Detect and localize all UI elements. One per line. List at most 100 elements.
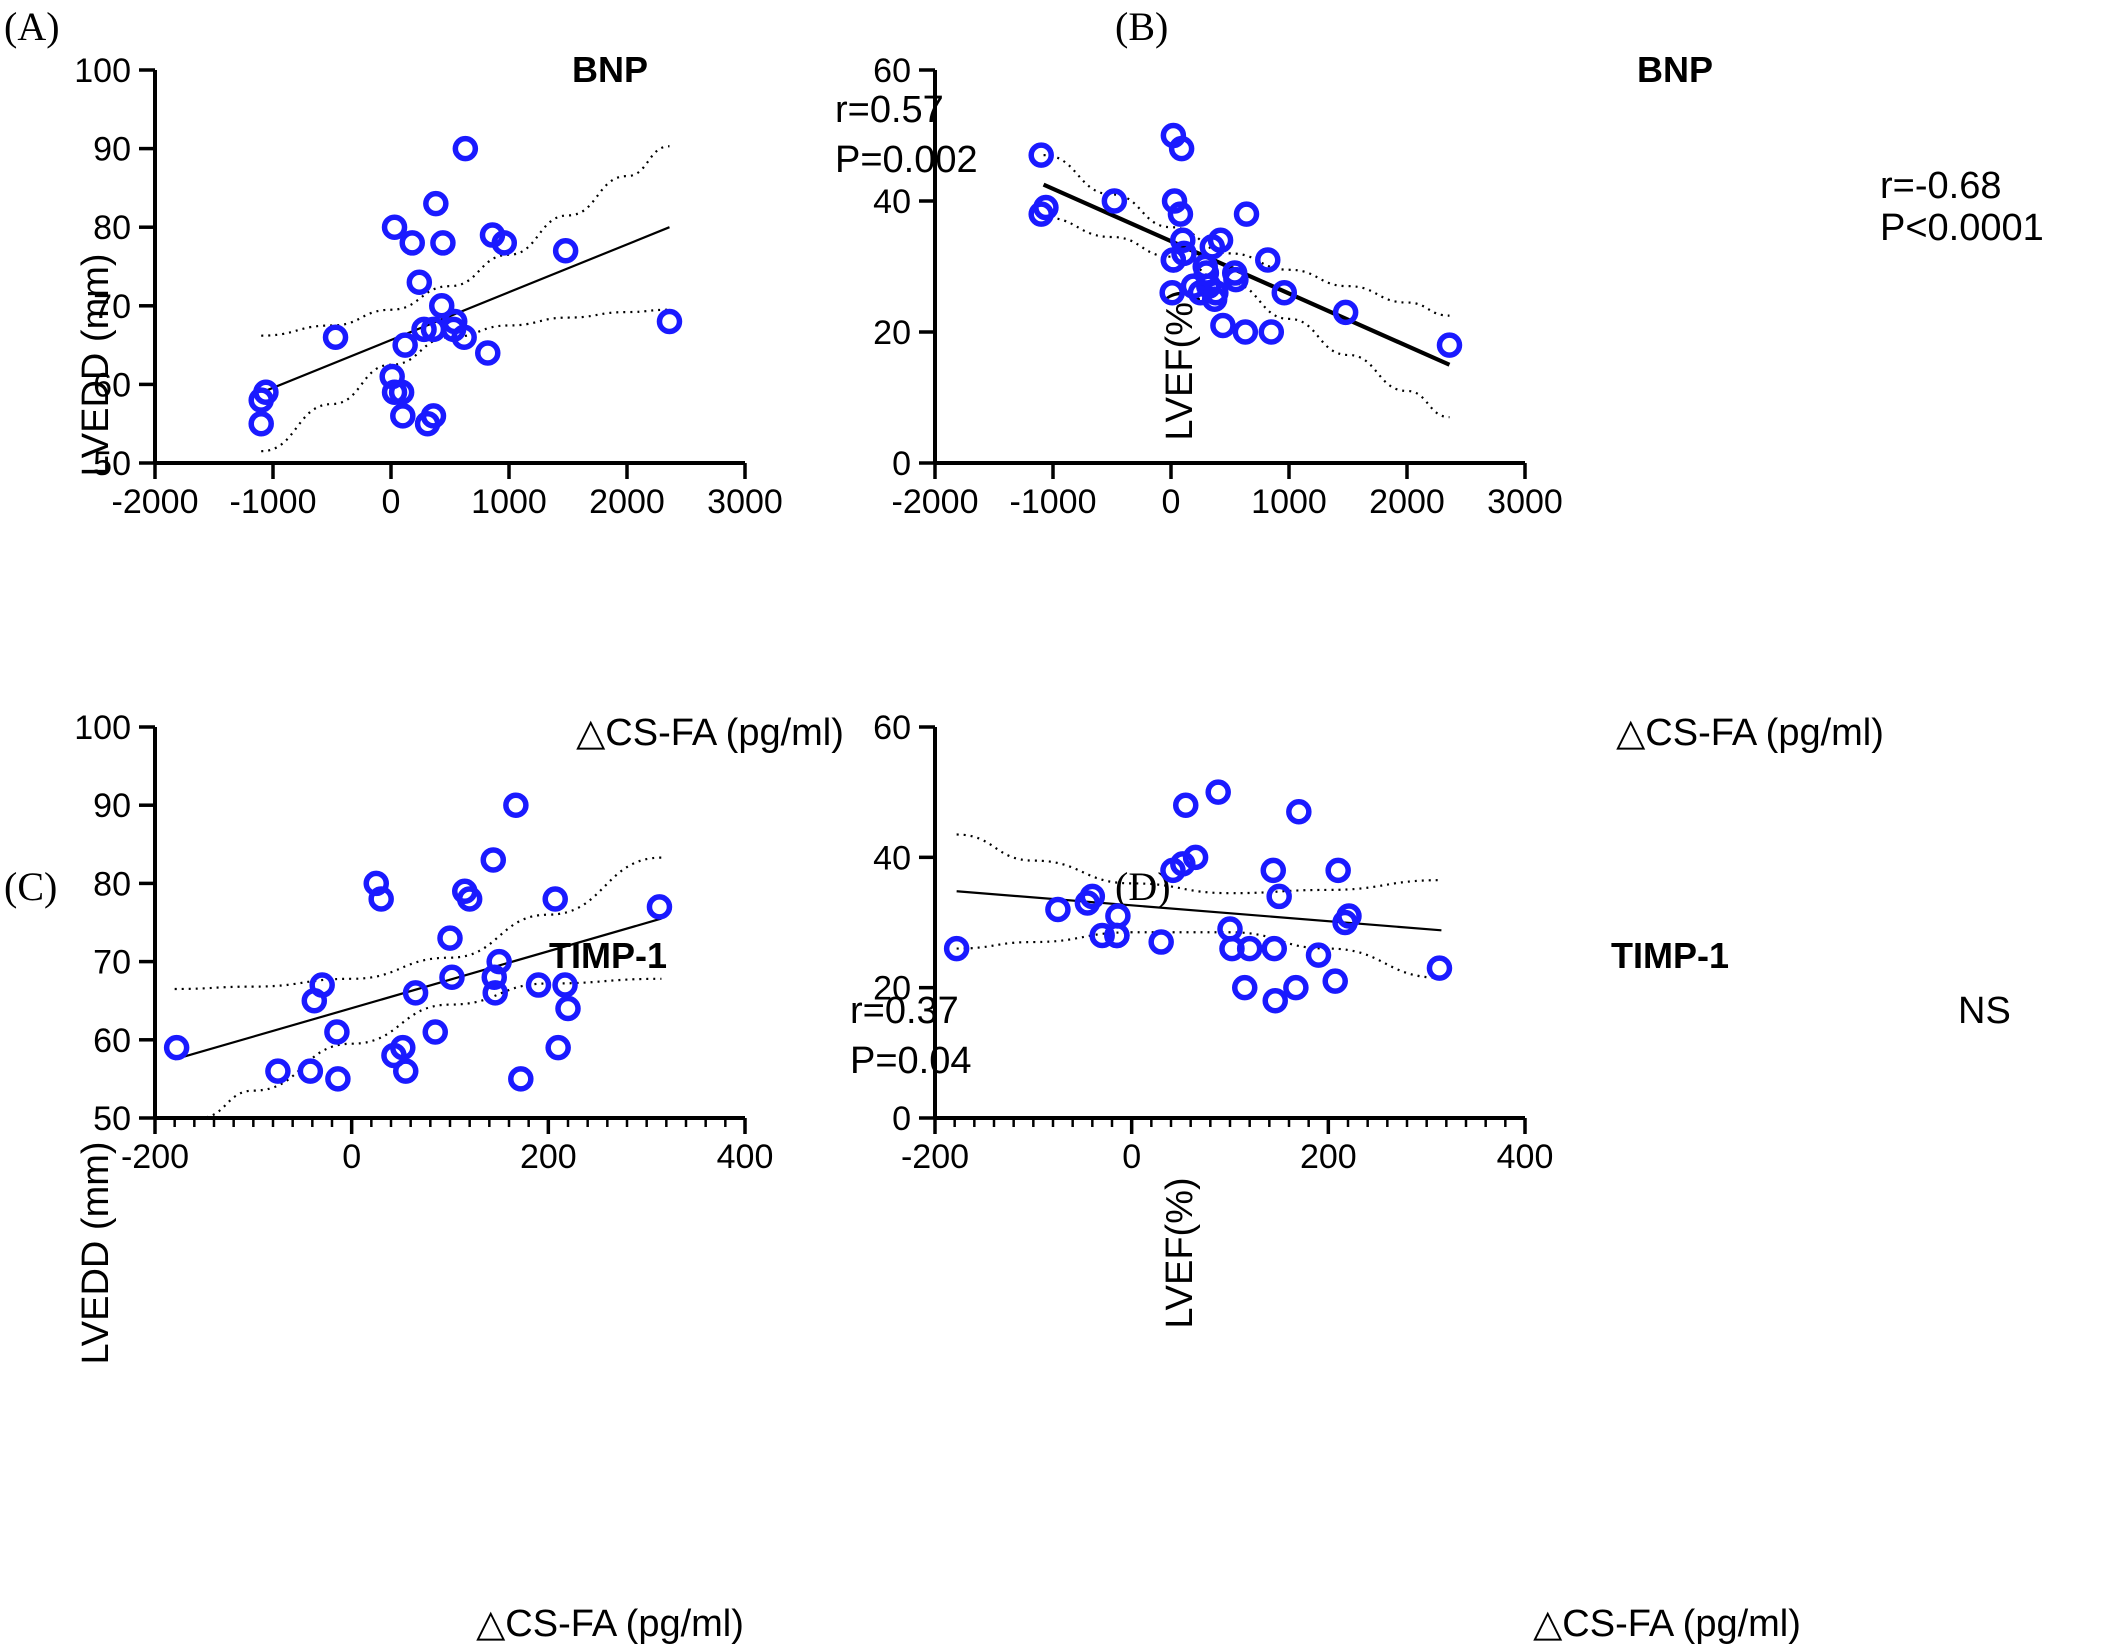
y-tick-label: 40 <box>873 839 911 877</box>
y-tick-label: 60 <box>93 1022 131 1060</box>
data-point <box>1223 266 1249 293</box>
data-point <box>309 972 335 998</box>
data-point <box>1193 260 1220 286</box>
data-point <box>1261 935 1287 962</box>
data-point <box>1205 779 1231 805</box>
data-point <box>406 269 433 295</box>
y-tick-label: 70 <box>93 944 131 982</box>
data-point <box>248 410 274 437</box>
data-point <box>943 935 970 962</box>
x-tick-label: -2000 <box>112 483 199 521</box>
data-point <box>402 980 429 1006</box>
data-point <box>1159 279 1185 306</box>
x-axis-label: △CS-FA (pg/ml) <box>1533 1603 1801 1645</box>
y-tick-label: 80 <box>93 865 131 903</box>
x-axis-label: △CS-FA (pg/ml) <box>1616 712 1884 754</box>
data-point <box>545 1034 571 1061</box>
x-tick-label: 1000 <box>1251 483 1327 521</box>
data-point <box>439 964 465 990</box>
y-tick-label: 40 <box>873 183 911 221</box>
data-point <box>393 1058 419 1084</box>
panel-letter: (B) <box>1115 4 1168 49</box>
data-point <box>1305 942 1332 968</box>
y-axis-label: LVEF(%) <box>1159 1177 1201 1328</box>
x-tick-label: 3000 <box>707 483 783 521</box>
y-tick-label: 60 <box>873 52 911 90</box>
data-point <box>1203 279 1229 306</box>
data-point <box>1232 974 1258 1001</box>
ci-lower-band <box>956 931 1442 979</box>
data-point <box>1182 844 1209 871</box>
ci-lower-band <box>199 977 662 1120</box>
x-tick-label: 400 <box>1497 1138 1554 1176</box>
chart-title: BNP <box>572 49 648 90</box>
data-point <box>1171 240 1197 267</box>
x-axis-label: △CS-FA (pg/ml) <box>576 712 844 754</box>
data-point <box>456 886 483 912</box>
ci-lower-band <box>261 308 670 453</box>
x-tick-label: 0 <box>1122 1138 1141 1176</box>
data-point <box>1028 142 1054 168</box>
y-axis-label: LVEF(%) <box>1159 289 1201 440</box>
data-point <box>265 1058 291 1084</box>
panel-d: (D) TIMP-1 NS △CS-FA (pg/ml) LVEF(%) -20… <box>873 709 2011 1645</box>
data-point <box>1104 922 1130 949</box>
data-point <box>297 1058 324 1084</box>
data-point <box>1255 247 1281 273</box>
data-point <box>322 324 349 350</box>
x-tick-label: 1000 <box>471 483 547 521</box>
x-tick-label: 200 <box>520 1138 577 1176</box>
data-point <box>420 403 447 429</box>
x-tick-label: -200 <box>901 1138 969 1176</box>
data-point <box>1271 279 1298 306</box>
y-tick-label: 60 <box>873 709 911 747</box>
data-point <box>1233 201 1260 227</box>
data-point <box>1173 792 1199 818</box>
data-point <box>646 894 673 920</box>
ci-upper-band <box>261 145 670 337</box>
data-point <box>428 293 455 319</box>
y-axis-label: LVEDD (mm) <box>75 1141 117 1364</box>
data-point <box>1033 194 1059 221</box>
data-point <box>1168 135 1195 162</box>
y-tick-label: 90 <box>93 787 131 825</box>
y-tick-label: 90 <box>93 131 131 169</box>
data-point <box>399 230 425 256</box>
data-point <box>1260 857 1287 884</box>
data-point <box>555 995 581 1022</box>
data-point <box>656 308 683 335</box>
data-point <box>1161 188 1188 214</box>
stat-ns: NS <box>1958 990 2011 1032</box>
data-point <box>430 230 456 256</box>
data-point <box>486 948 512 975</box>
data-point <box>411 316 437 343</box>
data-point <box>1436 332 1463 358</box>
data-point <box>480 847 507 873</box>
data-point <box>1262 987 1288 1014</box>
data-point <box>392 332 418 358</box>
data-point <box>390 1034 416 1061</box>
ci-upper-band <box>1043 154 1450 317</box>
panel-letter: (C) <box>4 864 57 909</box>
data-point <box>368 886 394 912</box>
stat-r: r=-0.68 <box>1880 165 2001 207</box>
x-tick-label: -1000 <box>230 483 317 521</box>
data-point <box>253 379 279 406</box>
data-point <box>1101 188 1128 214</box>
data-point <box>1258 319 1285 345</box>
stat-r: r=0.57 <box>835 89 944 131</box>
x-tick-label: 400 <box>717 1138 774 1176</box>
data-point <box>1325 857 1351 884</box>
y-tick-label: 60 <box>93 366 131 404</box>
x-tick-label: 0 <box>382 483 401 521</box>
data-point <box>1207 227 1234 254</box>
regression-line <box>174 917 662 1061</box>
data-point <box>1079 883 1106 910</box>
y-tick-label: 100 <box>74 52 131 90</box>
y-tick-label: 50 <box>93 445 131 483</box>
data-point <box>451 324 477 350</box>
chart-title: TIMP-1 <box>549 935 667 976</box>
x-tick-label: -2000 <box>892 483 979 521</box>
panel-c: (C) TIMP-1 r=0.37 P=0.04 △CS-FA (pg/ml) … <box>4 709 972 1645</box>
data-point <box>552 972 578 998</box>
